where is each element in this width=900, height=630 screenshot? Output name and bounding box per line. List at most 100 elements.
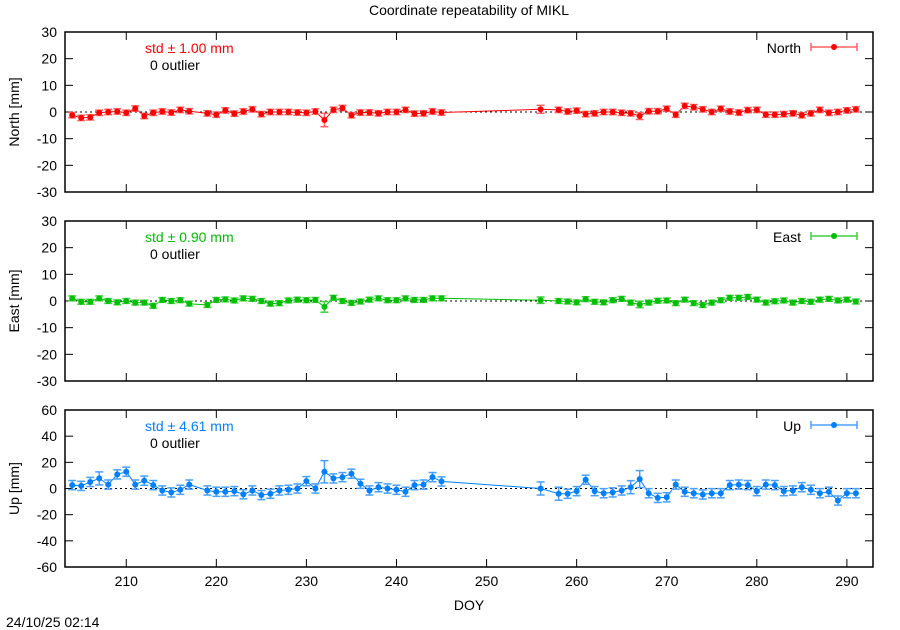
data-point <box>366 109 373 116</box>
data-point <box>87 478 94 485</box>
data-point <box>591 488 598 495</box>
data-point <box>645 299 652 306</box>
data-point <box>699 302 706 308</box>
data-point <box>339 474 346 481</box>
data-point <box>321 303 328 310</box>
panel-north: -30 -20 -10 0 10 20 30 North [mm] std ± 1.00 mm0… <box>6 24 874 200</box>
data-point <box>807 110 814 117</box>
data-point <box>204 110 211 117</box>
data-point <box>627 110 634 117</box>
data-point <box>681 102 688 109</box>
legend: East <box>773 229 858 245</box>
y-tick-label: 30 <box>41 24 57 40</box>
data-point <box>213 296 220 303</box>
data-point <box>825 488 832 495</box>
data-point <box>600 109 607 115</box>
data-point <box>762 299 769 306</box>
data-point <box>123 468 130 475</box>
data-point <box>726 482 733 489</box>
data-point <box>150 109 157 116</box>
data-point <box>249 487 256 494</box>
data-point <box>348 299 355 306</box>
y-tick-label: 60 <box>41 402 57 418</box>
y-tick-label: 0 <box>49 481 57 497</box>
data-point <box>132 105 139 112</box>
std-annotation: std ± 0.90 mm <box>145 229 234 245</box>
data-point <box>555 106 562 113</box>
data-point <box>798 112 805 119</box>
data-point <box>384 485 391 492</box>
data-point <box>330 294 337 301</box>
data-point <box>654 494 661 501</box>
data-point <box>321 468 328 475</box>
data-point <box>312 296 319 303</box>
data-point <box>330 475 337 482</box>
series-line <box>72 296 856 308</box>
data-point <box>429 474 436 481</box>
data-point <box>105 481 112 488</box>
data-point <box>537 485 544 492</box>
data-point <box>789 299 796 306</box>
data-point <box>564 490 571 497</box>
data-point <box>672 481 679 488</box>
data-point <box>411 296 418 303</box>
data-point <box>411 110 418 117</box>
data-point <box>267 490 274 497</box>
data-point <box>312 485 319 492</box>
data-point <box>285 297 292 304</box>
data-point <box>663 105 670 112</box>
data-point <box>348 470 355 477</box>
data-point <box>582 476 589 483</box>
data-point <box>771 111 778 118</box>
data-point <box>159 108 166 115</box>
data-point <box>213 488 220 495</box>
data-point <box>780 111 787 118</box>
data-point <box>555 298 562 304</box>
data-point <box>339 298 346 304</box>
legend-label: East <box>773 229 801 245</box>
y-axis-label: East [mm] <box>6 269 22 332</box>
data-point <box>366 487 373 494</box>
data-point <box>159 296 166 303</box>
data-point <box>582 111 589 118</box>
data-point <box>429 108 436 115</box>
outlier-annotation: 0 outlier <box>150 246 200 262</box>
data-point <box>69 482 76 489</box>
x-tick-label: 270 <box>655 573 679 589</box>
data-point <box>294 109 301 116</box>
panel-east: -30 -20 -10 0 10 20 30 East [mm] std ± 0.90 mm0 … <box>6 213 874 389</box>
data-point <box>636 301 643 308</box>
data-point <box>645 490 652 497</box>
data-point <box>177 297 184 304</box>
data-point <box>141 299 148 306</box>
data-point <box>780 488 787 495</box>
x-tick-label: 210 <box>115 573 139 589</box>
data-point <box>654 297 661 304</box>
data-point <box>726 108 733 115</box>
data-point <box>816 106 823 113</box>
data-point <box>672 300 679 307</box>
y-tick-label: -60 <box>37 559 57 575</box>
plot-frame <box>64 220 874 382</box>
data-point <box>798 298 805 304</box>
data-point <box>159 487 166 494</box>
data-point <box>240 295 247 302</box>
data-point <box>609 489 616 496</box>
data-point <box>627 484 634 491</box>
data-point <box>681 488 688 495</box>
data-point <box>222 107 229 114</box>
data-point <box>564 298 571 305</box>
data-point <box>591 110 598 117</box>
data-point <box>132 299 139 306</box>
data-point <box>582 296 589 303</box>
data-point <box>132 481 139 488</box>
y-tick-label: -20 <box>37 346 57 362</box>
data-point <box>312 108 319 115</box>
data-point <box>690 104 697 111</box>
data-point <box>717 105 724 112</box>
y-tick-label: -10 <box>37 320 57 336</box>
data-point <box>816 296 823 303</box>
y-tick-label: 0 <box>49 104 57 120</box>
